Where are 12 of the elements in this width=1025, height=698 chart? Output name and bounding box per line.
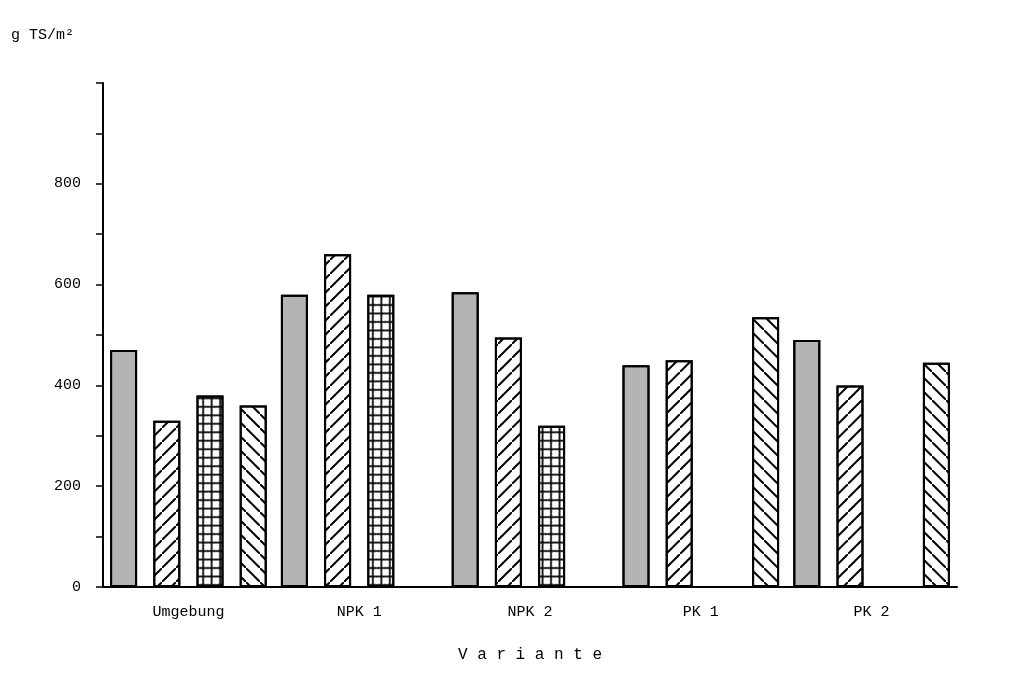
y-axis-title: g TS/m² <box>11 27 75 44</box>
x-tick-label: PK 1 <box>682 604 719 621</box>
y-tick-label: 200 <box>53 477 81 495</box>
y-tick-label: 0 <box>71 578 81 596</box>
x-tick-label: Umgebung <box>152 604 225 621</box>
y-tick-label: 400 <box>53 376 81 394</box>
x-tick-label: NPK 2 <box>507 604 553 621</box>
x-tick-label: NPK 1 <box>336 604 382 621</box>
y-tick-label: 600 <box>53 276 81 294</box>
x-axis-title: V a r i a n t e <box>457 646 603 664</box>
y-tick-label: 800 <box>53 175 81 193</box>
x-tick-label: PK 2 <box>853 604 890 621</box>
